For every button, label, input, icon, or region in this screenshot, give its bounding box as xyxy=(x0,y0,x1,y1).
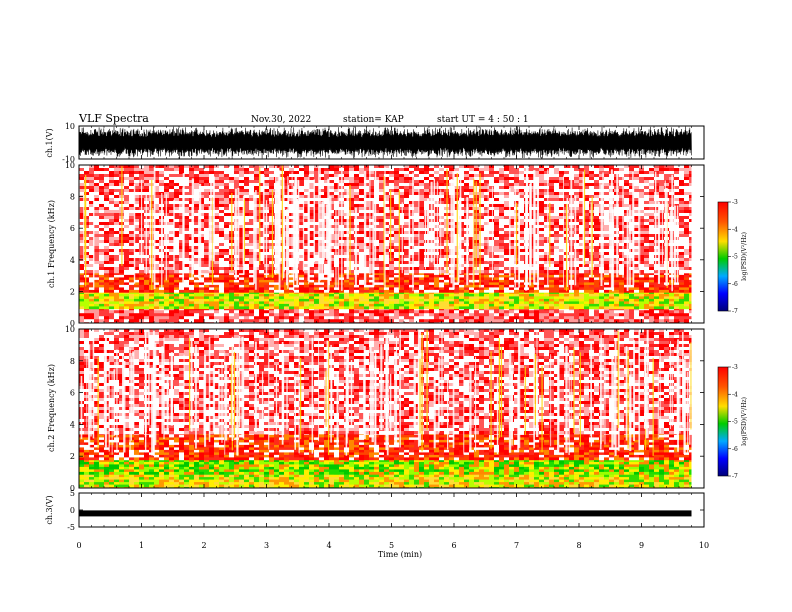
y-tick-label: 5 xyxy=(70,489,75,498)
x-tick-label: 3 xyxy=(264,541,269,550)
colorbar-tick-label: -3 xyxy=(732,364,738,371)
x-tick-label: 2 xyxy=(201,541,206,550)
y-tick-label: 8 xyxy=(70,193,75,202)
x-tick-label: 0 xyxy=(76,541,81,550)
ch1-colorbar: -3 -4 -5 -6 -7 log(PSD)(V²/Hz) xyxy=(717,199,748,315)
y-tick-label: 10 xyxy=(65,161,75,170)
y-tick-label: 10 xyxy=(65,122,75,131)
station-label: station= KAP xyxy=(343,115,404,125)
ch1-spectrogram-image xyxy=(79,165,692,323)
ch2-spectrogram-image xyxy=(79,329,692,488)
x-tick-label: 9 xyxy=(639,541,644,550)
y-tick-label: 2 xyxy=(70,452,75,461)
colorbar-label: log(PSD)(V²/Hz) xyxy=(741,232,748,281)
ch1-ylabel: ch.1(V) xyxy=(45,128,54,157)
x-tick-label: 4 xyxy=(326,541,331,550)
y-tick-label: 4 xyxy=(70,256,75,265)
x-tick-label: 6 xyxy=(451,541,456,550)
ch3-waveform-panel: 5 0 -5 xyxy=(67,489,705,532)
ch2-spectrogram-panel: 0 2 4 6 8 10 xyxy=(65,325,705,493)
colorbar-tick-label: -4 xyxy=(732,226,738,233)
figure-title: VLF Spectra xyxy=(78,112,149,125)
y-tick-label: -10 xyxy=(62,155,75,164)
date-label: Nov.30, 2022 xyxy=(251,115,311,125)
y-tick-label: 0 xyxy=(70,484,75,493)
ch1-waveform-panel: 10 -10 xyxy=(62,122,705,164)
y-tick-label: 6 xyxy=(70,389,75,398)
x-tick-label: 8 xyxy=(576,541,581,550)
colorbar-tick-label: -6 xyxy=(732,281,738,288)
colorbar-tick-label: -7 xyxy=(732,473,738,480)
y-tick-label: -5 xyxy=(67,523,75,532)
colorbar-tick-label: -7 xyxy=(732,308,738,315)
y-tick-label: 0 xyxy=(70,319,75,328)
colorbar-tick-label: -4 xyxy=(732,391,738,398)
ch3-waveform-trace xyxy=(79,510,692,517)
colorbar-scale xyxy=(717,366,729,477)
y-tick-label: 10 xyxy=(65,325,75,334)
x-tick-label: 5 xyxy=(389,541,394,550)
y-tick-label: 4 xyxy=(70,420,75,429)
ch2-colorbar: -3 -4 -5 -6 -7 log(PSD)(V²/Hz) xyxy=(717,364,748,480)
y-tick-label: 0 xyxy=(70,506,75,515)
start-time-label: start UT = 4 : 50 : 1 xyxy=(437,115,529,125)
ch3-waveform-frame xyxy=(78,492,705,528)
colorbar-label: log(PSD)(V²/Hz) xyxy=(741,397,748,446)
y-tick-label: 8 xyxy=(70,357,75,366)
x-tick-label: 7 xyxy=(514,541,519,550)
ch3-ylabel: ch.3(V) xyxy=(45,495,54,524)
colorbar-tick-label: -6 xyxy=(732,446,738,453)
time-axis: 0 1 2 3 4 5 6 7 8 9 10 xyxy=(76,541,709,550)
ch1-freq-ylabel: ch.1 Frequency (kHz) xyxy=(47,200,56,288)
ch1-waveform-trace xyxy=(78,126,692,159)
ch1-spectrogram-panel: 0 2 4 6 8 10 xyxy=(65,161,705,328)
x-tick-label: 1 xyxy=(139,541,144,550)
colorbar-tick-label: -5 xyxy=(732,419,738,426)
time-axis-label: Time (min) xyxy=(378,550,422,559)
ch2-freq-ylabel: ch.2 Frequency (kHz) xyxy=(47,364,56,452)
colorbar-scale xyxy=(717,201,729,312)
colorbar-tick-label: -3 xyxy=(732,199,738,206)
y-tick-label: 6 xyxy=(70,224,75,233)
colorbar-tick-label: -5 xyxy=(732,254,738,261)
y-tick-label: 2 xyxy=(70,287,75,296)
x-tick-label: 10 xyxy=(699,541,709,550)
